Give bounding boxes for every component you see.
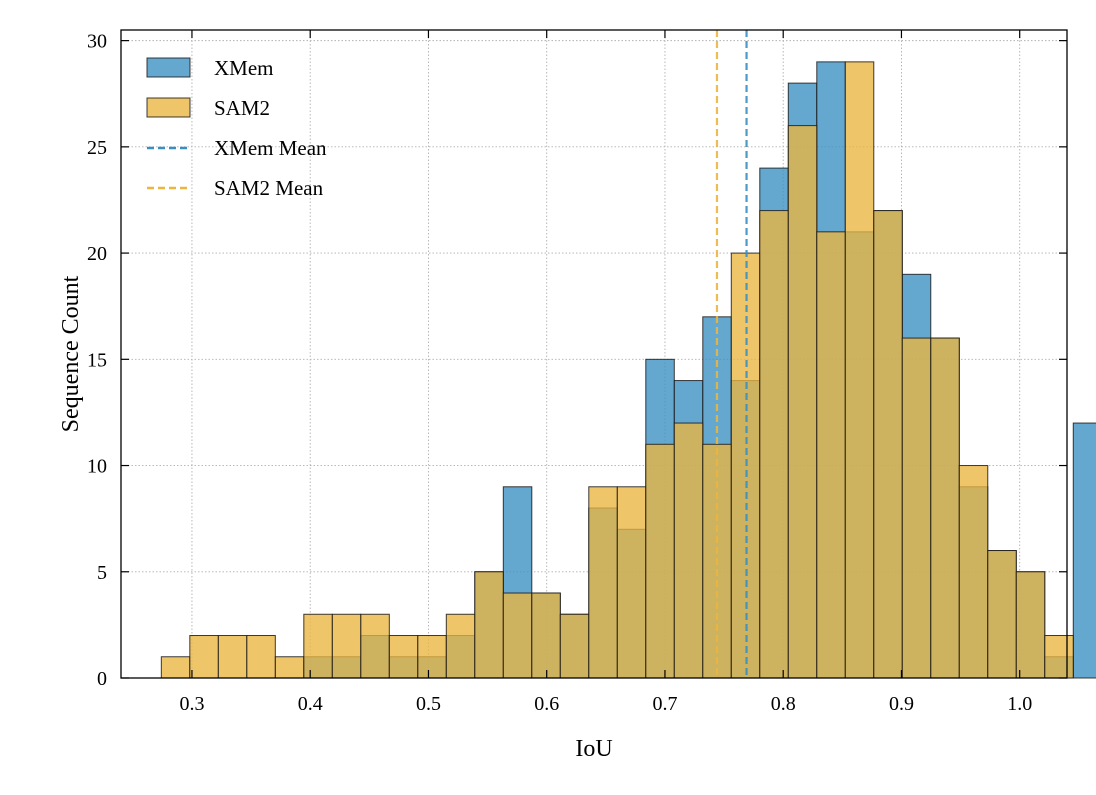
histogram-bar-sam2: [816, 231, 846, 679]
histogram-bar-sam2: [531, 592, 561, 679]
histogram-bar-xmem: [1072, 422, 1096, 679]
x-tick-label: 0.9: [889, 693, 914, 715]
x-axis-label: IoU: [575, 736, 612, 762]
x-tick-label: 0.4: [298, 693, 323, 715]
x-tick-label: 0.6: [534, 693, 559, 715]
legend-swatch-sam2: [146, 97, 191, 118]
y-tick-label: 30: [87, 31, 107, 53]
histogram-bar-sam2: [759, 210, 789, 679]
histogram-bar-sam2: [388, 635, 419, 679]
y-tick-label: 5: [97, 562, 107, 584]
legend-label: SAM2 Mean: [214, 176, 324, 200]
histogram-bar-sam2: [616, 486, 647, 679]
histogram-bar-sam2: [987, 550, 1017, 679]
axis-ticks: 0.3 0.4 0.5 0.6 0.7 0.8 0.9 1.0 0 5 10 15 20 25 30: [87, 30, 1067, 715]
y-tick-label: 25: [87, 137, 107, 159]
histogram-bar-sam2: [360, 613, 390, 679]
histogram-bar-sam2: [1015, 571, 1046, 679]
x-tick-label: 0.8: [771, 693, 796, 715]
histogram-bar-sam2: [559, 613, 590, 679]
y-axis-label: Sequence Count: [58, 275, 84, 432]
histogram-bar-sam2: [844, 61, 875, 679]
histogram-bar-sam2: [474, 571, 504, 679]
histogram-bars: [160, 61, 1096, 679]
y-tick-label: 15: [87, 349, 107, 371]
histogram-bar-sam2: [673, 422, 704, 679]
histogram-bar-sam2: [217, 635, 248, 679]
histogram-bar-sam2: [958, 465, 989, 679]
legend-label: XMem Mean: [214, 136, 327, 160]
histogram-bar-sam2: [1044, 635, 1074, 679]
histogram-bar-sam2: [189, 635, 219, 679]
histogram-bar-sam2: [502, 592, 533, 679]
histogram-bar-sam2: [417, 635, 447, 679]
histogram-bar-sam2: [331, 613, 362, 679]
histogram-bar-sam2: [445, 613, 476, 679]
x-tick-label: 0.3: [179, 693, 204, 715]
histogram-bar-sam2: [645, 443, 675, 679]
histogram-bar-sam2: [901, 337, 932, 679]
histogram-bar-sam2: [873, 210, 903, 679]
histogram-bar-sam2: [588, 486, 618, 679]
y-tick-label: 20: [87, 243, 107, 265]
x-tick-label: 0.7: [652, 693, 677, 715]
histogram-bar-sam2: [930, 337, 960, 679]
histogram-bar-sam2: [787, 125, 818, 679]
y-tick-label: 10: [87, 456, 107, 478]
legend: XMem SAM2 XMem Mean SAM2 Mean: [146, 56, 327, 200]
x-tick-label: 1.0: [1007, 693, 1032, 715]
legend-label: XMem: [214, 56, 274, 80]
y-tick-label: 0: [97, 668, 107, 690]
plot-frame: [120, 29, 1068, 679]
histogram-bar-sam2: [246, 635, 276, 679]
legend-swatch-xmem: [146, 57, 191, 78]
legend-label: SAM2: [214, 96, 270, 120]
x-tick-label: 0.5: [416, 693, 441, 715]
histogram-bar-sam2: [160, 656, 191, 679]
mean-lines: [715, 30, 748, 678]
histogram-bar-sam2: [274, 656, 305, 679]
histogram-bar-sam2: [303, 613, 333, 679]
